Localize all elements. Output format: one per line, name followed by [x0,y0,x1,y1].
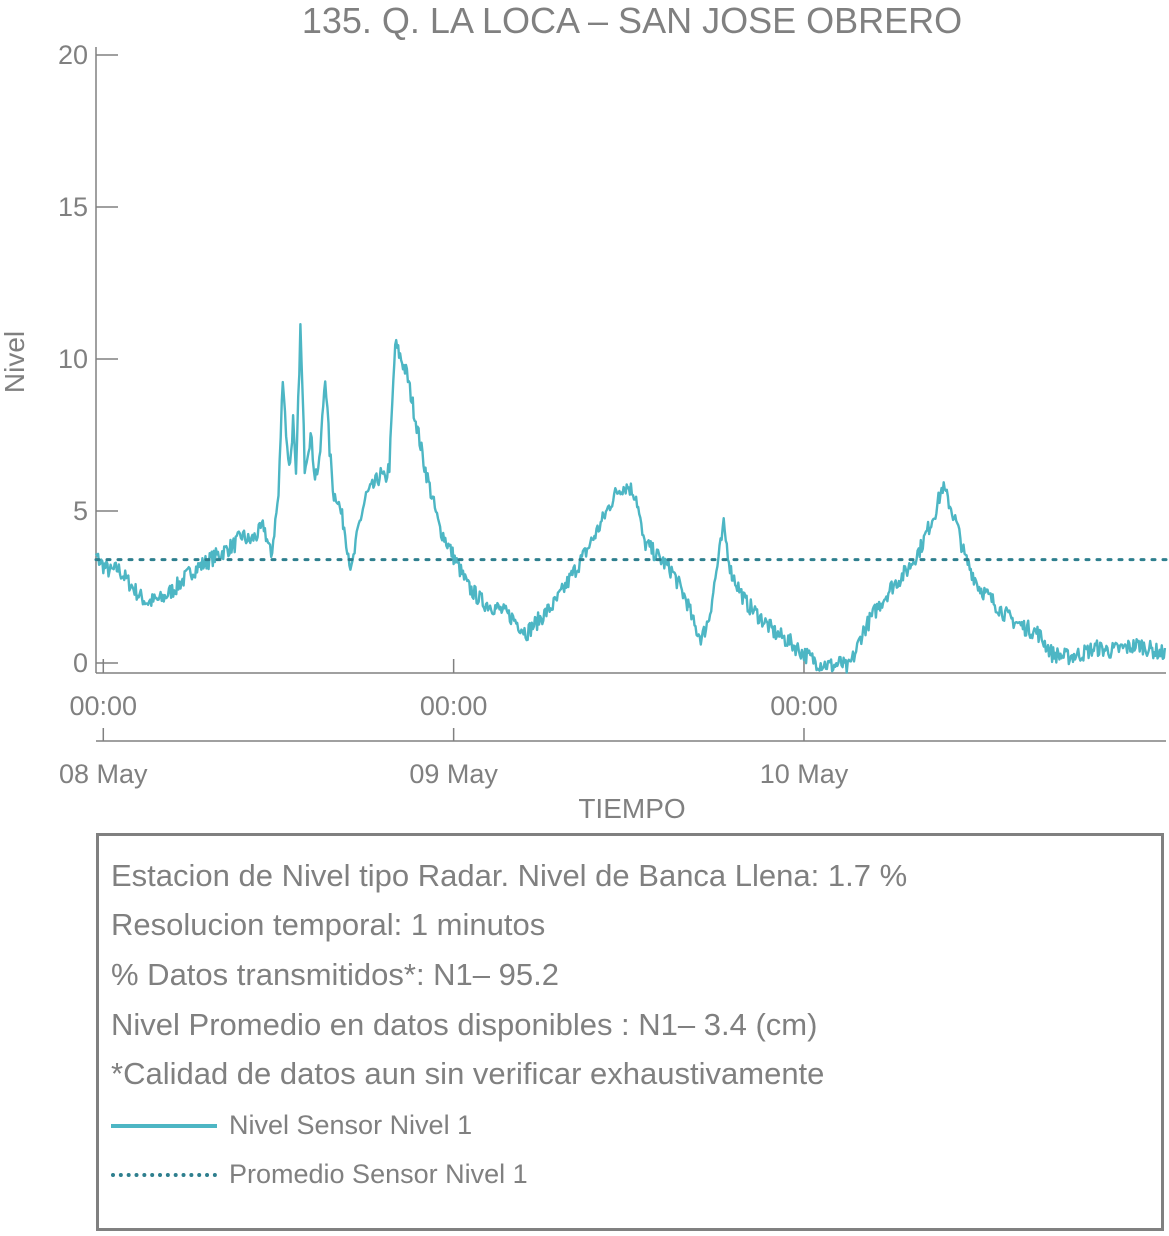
legend-solid-swatch [111,1124,217,1128]
y-axis-label: Nivel [0,331,30,393]
chart-title: 135. Q. LA LOCA – SAN JOSE OBRERO [302,0,962,41]
legend-label-mean: Promedio Sensor Nivel 1 [229,1159,528,1189]
info-time-resolution: Resolucion temporal: 1 minutos [111,907,546,942]
info-data-transmitted: % Datos transmitidos*: N1– 95.2 [111,957,559,992]
x-ticks: 00:00 08 May 00:00 09 May 00:00 10 May [59,659,849,789]
info-mean-level: Nivel Promedio en datos disponibles : N1… [111,1007,818,1042]
x-axis-label: TIEMPO [578,793,685,824]
legend-item-level: Nivel Sensor Nivel 1 [111,1110,711,1140]
x-tick-date-label: 10 May [760,759,849,789]
x-tick-date-label: 09 May [409,759,498,789]
x-tick-time-label: 00:00 [420,691,488,721]
info-station-type: Estacion de Nivel tipo Radar. Nivel de B… [111,858,908,893]
y-ticks: 0 5 10 15 20 [58,40,118,678]
info-quality-note: *Calidad de datos aun sin verificar exha… [111,1056,825,1091]
x-tick-date-label: 08 May [59,759,148,789]
y-tick-label: 20 [58,40,88,70]
level-series-line [94,323,1167,674]
y-tick-label: 10 [58,344,88,374]
legend-label-level: Nivel Sensor Nivel 1 [229,1110,473,1140]
plot-area [94,323,1168,674]
legend-item-mean: Promedio Sensor Nivel 1 [111,1159,711,1189]
legend-dotted-swatch [111,1173,217,1177]
info-panel: Estacion de Nivel tipo Radar. Nivel de B… [96,833,1164,1231]
y-tick-label: 0 [73,648,88,678]
x-tick-time-label: 00:00 [70,691,138,721]
y-tick-label: 15 [58,192,88,222]
x-tick-time-label: 00:00 [770,691,838,721]
y-tick-label: 5 [73,496,88,526]
level-chart: 135. Q. LA LOCA – SAN JOSE OBRERO Nivel … [0,0,1168,824]
